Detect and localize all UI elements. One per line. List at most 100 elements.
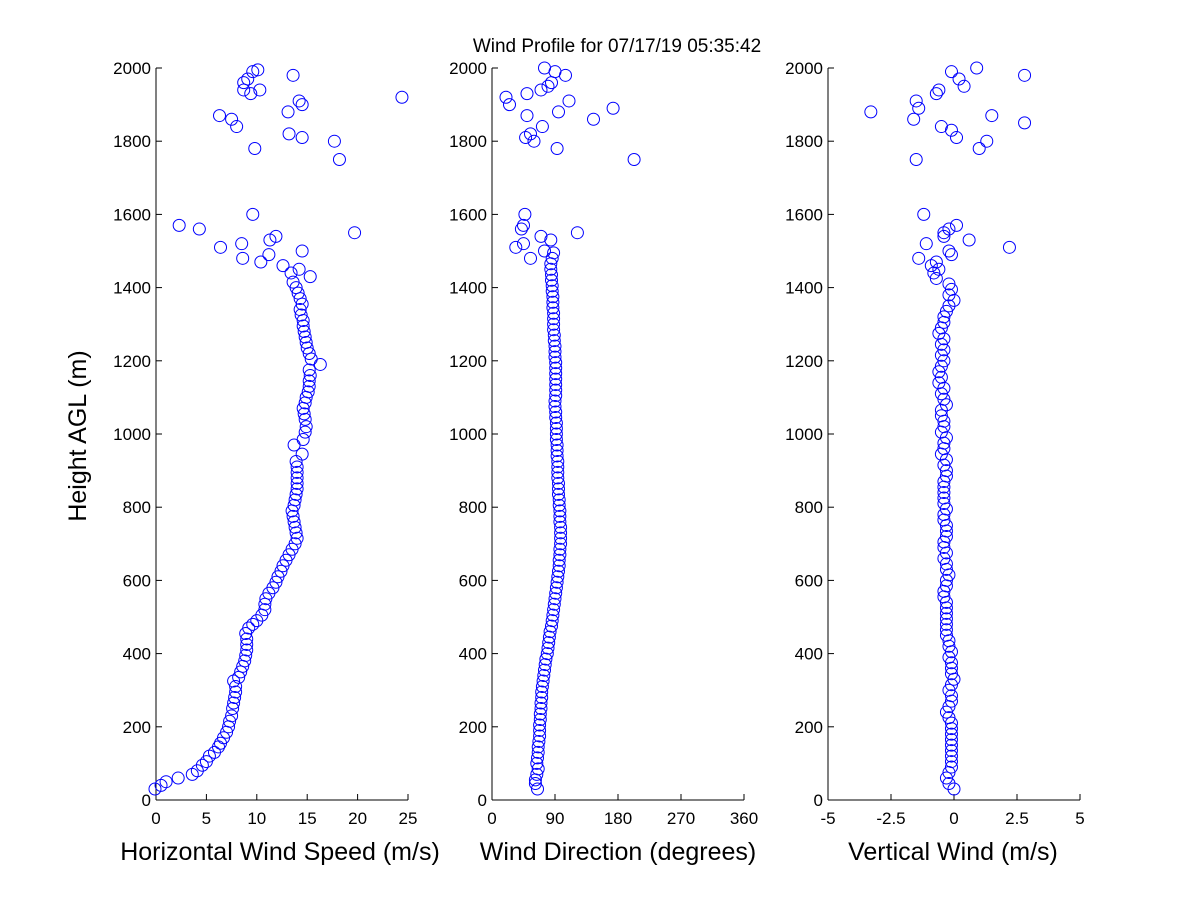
direction-data-point bbox=[533, 707, 547, 721]
direction-data-point bbox=[549, 383, 563, 397]
direction-data-point bbox=[528, 777, 542, 791]
direction-data-point bbox=[534, 702, 548, 715]
direction-data-point bbox=[531, 751, 544, 765]
vertical-data-point bbox=[939, 606, 953, 620]
vertical-data-point bbox=[934, 409, 948, 423]
vertical-data-point bbox=[944, 656, 958, 670]
speed-data-point bbox=[295, 98, 309, 112]
vertical-data-point bbox=[939, 705, 953, 719]
direction-data-point bbox=[549, 427, 563, 441]
direction-data-point bbox=[550, 449, 564, 463]
vertical-y-tick-label: 200 bbox=[795, 718, 823, 737]
direction-data-point bbox=[524, 251, 537, 265]
direction-data-point bbox=[533, 723, 547, 737]
direction-data-point bbox=[547, 334, 561, 348]
speed-data-point bbox=[286, 68, 300, 82]
vertical-data-point bbox=[1018, 116, 1032, 130]
direction-data-point bbox=[549, 432, 563, 446]
vertical-data-point bbox=[929, 271, 943, 285]
speed-y-tick-label: 200 bbox=[123, 718, 151, 737]
vertical-data-point bbox=[944, 755, 958, 769]
speed-data-point bbox=[348, 226, 362, 240]
speed-y-tick-label: 0 bbox=[142, 791, 151, 810]
vertical-data-point bbox=[950, 131, 964, 145]
vertical-x-tick-label: 0 bbox=[949, 809, 958, 828]
figure-title: Wind Profile for 07/17/19 05:35:42 bbox=[473, 36, 761, 57]
speed-data-point bbox=[284, 266, 298, 280]
vertical-data-point bbox=[932, 376, 946, 390]
speed-data-point bbox=[293, 303, 307, 317]
direction-data-point bbox=[553, 504, 567, 518]
direction-axes: 0 200 400 600 800 1000 1200 1400 1600 1800 2000 0 90… bbox=[449, 59, 758, 828]
vertical-data-point bbox=[937, 551, 951, 565]
speed-data-point bbox=[298, 330, 312, 344]
vertical-data-point bbox=[912, 251, 926, 265]
speed-data-point bbox=[269, 575, 283, 589]
direction-panel: 0 200 400 600 800 1000 1200 1400 1600 1800 2000 0 90… bbox=[449, 59, 758, 866]
vertical-y-tick-label: 1000 bbox=[785, 425, 823, 444]
vertical-data-point bbox=[939, 557, 953, 571]
speed-data-point bbox=[302, 363, 316, 377]
direction-data-point bbox=[514, 222, 528, 236]
speed-data-point bbox=[297, 325, 311, 339]
y-axis-label: Height AGL (m) bbox=[64, 350, 92, 521]
direction-data-point bbox=[587, 112, 600, 126]
direction-data-point bbox=[548, 592, 562, 606]
speed-data-point bbox=[226, 702, 240, 715]
vertical-data-point bbox=[934, 359, 948, 373]
vertical-data-point bbox=[942, 222, 956, 236]
direction-data-point bbox=[520, 109, 534, 123]
speed-data-point bbox=[297, 407, 311, 421]
direction-data-point bbox=[552, 564, 565, 578]
direction-data-point bbox=[517, 237, 530, 251]
direction-data-point bbox=[570, 226, 584, 240]
speed-data-point bbox=[258, 603, 272, 617]
speed-y-tick-label: 1000 bbox=[113, 425, 151, 444]
speed-data-point bbox=[287, 515, 301, 529]
vertical-data-point bbox=[939, 573, 953, 587]
speed-data-point bbox=[298, 412, 312, 426]
direction-data-point bbox=[503, 98, 516, 112]
direction-data-point bbox=[552, 476, 565, 490]
vertical-data-point bbox=[937, 354, 951, 368]
direction-x-tick-label: 270 bbox=[667, 809, 695, 828]
direction-data-point bbox=[524, 127, 537, 141]
speed-data-point bbox=[236, 251, 250, 265]
speed-data-point bbox=[291, 286, 305, 300]
direction-y-tick-label: 1200 bbox=[449, 352, 487, 371]
speed-data-point bbox=[299, 336, 313, 349]
direction-data-point bbox=[549, 367, 563, 381]
direction-y-tick-label: 600 bbox=[459, 571, 487, 590]
speed-x-tick-label: 25 bbox=[399, 809, 418, 828]
direction-data-point bbox=[549, 378, 563, 392]
direction-data-point bbox=[548, 350, 562, 364]
direction-data-point bbox=[543, 625, 557, 639]
direction-data-point bbox=[548, 400, 562, 414]
speed-data-point bbox=[171, 771, 185, 785]
direction-x-axis-label: Wind Direction (degrees) bbox=[480, 838, 757, 866]
direction-data-point bbox=[554, 526, 568, 540]
vertical-data-point bbox=[939, 771, 953, 785]
vertical-data-point bbox=[934, 120, 948, 134]
vertical-data-point bbox=[937, 310, 951, 324]
direction-data-point bbox=[551, 465, 565, 479]
speed-data-point bbox=[303, 368, 317, 382]
direction-data-point bbox=[541, 79, 555, 93]
direction-data-point bbox=[545, 279, 559, 293]
speed-data-point bbox=[298, 425, 312, 439]
vertical-x-tick-label: -5 bbox=[820, 809, 835, 828]
direction-data-point bbox=[545, 273, 558, 287]
vertical-data-point bbox=[944, 667, 958, 681]
direction-data-point bbox=[531, 762, 545, 776]
vertical-data-point bbox=[939, 304, 953, 318]
speed-data-point bbox=[225, 709, 239, 723]
speed-marks bbox=[148, 63, 409, 796]
vertical-data-point bbox=[939, 623, 953, 637]
speed-panel: 0 200 400 600 800 1000 1200 1400 1600 1800 2000 0 5 1… bbox=[113, 59, 440, 866]
direction-data-point bbox=[547, 306, 561, 320]
vertical-data-point bbox=[942, 288, 956, 302]
speed-x-axis-label: Horizontal Wind Speed (m/s) bbox=[120, 838, 440, 866]
speed-data-point bbox=[237, 76, 251, 90]
direction-data-point bbox=[546, 290, 560, 304]
direction-data-point bbox=[553, 515, 567, 529]
